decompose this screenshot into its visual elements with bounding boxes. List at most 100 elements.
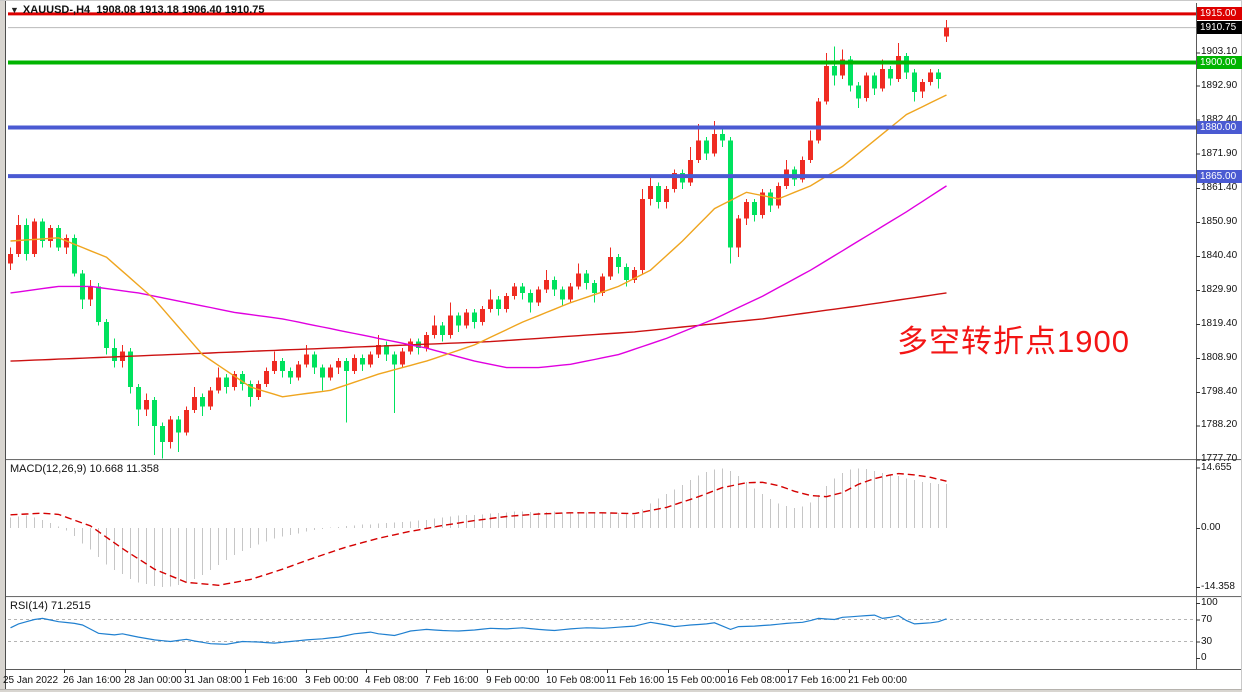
macd-tick-label: 14.655 — [1201, 461, 1232, 473]
candle-body — [696, 140, 701, 160]
rsi-tick-label: 0 — [1201, 652, 1207, 663]
macd-histogram — [10, 468, 947, 588]
candle-body — [840, 59, 845, 76]
candle-body — [568, 286, 573, 300]
candle-body — [104, 322, 109, 349]
candle-body — [728, 140, 733, 248]
price-tick-label: 1798.40 — [1201, 386, 1238, 398]
candle-body — [240, 374, 245, 384]
candle-body — [528, 292, 533, 303]
rsi-tick-label: 100 — [1201, 597, 1218, 608]
window-left-edge — [0, 1, 6, 692]
candle-body — [560, 289, 565, 300]
candle-body — [704, 140, 709, 154]
candle-body — [824, 65, 829, 102]
candle-body — [152, 400, 157, 426]
symbol-title: ▼ XAUUSD-,H4 1908.08 1913.18 1906.40 1910… — [10, 4, 265, 16]
price-tick-label: 1840.40 — [1201, 249, 1238, 261]
candle-body — [672, 172, 677, 190]
candle-body — [768, 192, 773, 206]
pane-frames — [4, 3, 1241, 673]
candle-body — [616, 257, 621, 267]
candle-body — [472, 312, 477, 323]
candle-body — [544, 280, 549, 290]
candle-body — [608, 257, 613, 277]
candle-body — [928, 72, 933, 82]
price-tick-label: 1808.90 — [1201, 352, 1238, 364]
candle-body — [752, 202, 757, 216]
ma-fast-line — [10, 94, 947, 398]
candle-body — [720, 133, 725, 141]
candle-body — [352, 357, 357, 371]
candle-body — [848, 59, 853, 86]
candle-body — [48, 228, 53, 241]
time-axis-label: 26 Jan 16:00 — [63, 675, 121, 686]
candle-body — [272, 361, 277, 371]
macd-tick-label: -14.358 — [1201, 581, 1235, 593]
candle-body — [448, 315, 453, 336]
macd-signal-line — [10, 472, 947, 587]
price-label-1865[interactable]: 1865.00 — [1197, 169, 1242, 183]
candle-body — [520, 286, 525, 293]
candle-body — [424, 335, 429, 349]
time-axis-label: 1 Feb 16:00 — [244, 675, 298, 686]
candles-group[interactable] — [8, 19, 949, 459]
price-label-1900[interactable]: 1900.00 — [1197, 56, 1242, 70]
candle-body — [32, 221, 37, 254]
time-axis-label: 16 Feb 08:00 — [727, 675, 786, 686]
candle-body — [216, 377, 221, 391]
candle-body — [184, 409, 189, 433]
price-label-1915[interactable]: 1915.00 — [1197, 7, 1242, 21]
candle-body — [600, 276, 605, 293]
candle-body — [264, 370, 269, 384]
candle-body — [480, 309, 485, 323]
price-tick-label: 1788.20 — [1201, 419, 1238, 431]
candle-body — [488, 299, 493, 310]
ohlc-readout: 1908.08 1913.18 1906.40 1910.75 — [96, 4, 265, 16]
candle-body — [344, 361, 349, 371]
candle-body — [872, 75, 877, 89]
candle-body — [896, 56, 901, 79]
candle-body — [312, 354, 317, 368]
candle-body — [144, 400, 149, 410]
candle-body — [360, 357, 365, 365]
rsi-indicator-label: RSI(14) 71.2515 — [10, 600, 91, 612]
candle-body — [632, 270, 637, 280]
candle-body — [536, 289, 541, 303]
candle-body — [176, 419, 181, 433]
candle-body — [744, 202, 749, 219]
macd-tick-label: 0.00 — [1201, 522, 1221, 533]
candle-body — [64, 237, 69, 248]
candle-body — [128, 351, 133, 387]
rsi-tick-label: 70 — [1201, 613, 1213, 625]
time-axis-label: 15 Feb 00:00 — [667, 675, 726, 686]
candle-body — [936, 72, 941, 79]
time-axis-label: 11 Feb 16:00 — [606, 675, 665, 686]
candle-body — [224, 377, 229, 387]
time-axis-label: 9 Feb 00:00 — [486, 675, 540, 686]
candle-body — [456, 315, 461, 326]
candle-body — [576, 273, 581, 287]
candle-body — [656, 185, 661, 203]
candle-body — [880, 69, 885, 89]
rsi-tick-label: 30 — [1201, 635, 1213, 647]
chart-annotation-text[interactable]: 多空转折点1900 — [897, 324, 1130, 359]
collapse-indicator-icon[interactable]: ▼ — [10, 5, 19, 15]
time-axis-label: 21 Feb 00:00 — [848, 675, 907, 686]
candle-body — [16, 224, 21, 254]
time-axis-label: 10 Feb 08:00 — [546, 675, 605, 686]
current-price-label: 1910.75 — [1197, 21, 1242, 35]
price-tick-label: 1861.40 — [1201, 181, 1238, 193]
time-axis-label: 17 Feb 16:00 — [787, 675, 846, 686]
candle-body — [392, 354, 397, 365]
candle-body — [88, 286, 93, 300]
price-label-1880[interactable]: 1880.00 — [1197, 120, 1242, 134]
candle-body — [832, 65, 837, 76]
candle-body — [496, 299, 501, 310]
candle-body — [432, 325, 437, 336]
candle-body — [400, 351, 405, 365]
price-tick-label: 1871.90 — [1201, 147, 1238, 159]
candle-body — [800, 159, 805, 180]
